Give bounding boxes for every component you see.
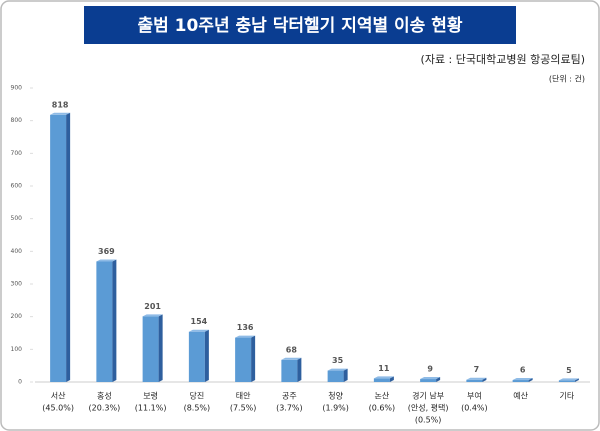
bar-top [142,314,163,317]
bar-side [343,368,348,382]
bar-side [251,335,256,382]
value-label: 35 [332,356,344,365]
chart-title: 출범 10주년 충남 닥터헬기 지역별 이송 현황 [137,16,462,36]
bar [327,370,344,382]
bar-side [389,376,394,382]
x-tick-label: (8.5%) [184,404,211,413]
y-tick-label: 200 [11,313,23,320]
x-tick-label: 보령 [143,392,158,401]
value-label: 6 [520,366,526,375]
unit: (단위 : 건) [549,74,585,84]
x-tick-label: 경기 남부 [412,391,444,401]
value-label: 136 [237,323,254,332]
bar-top [96,259,117,262]
bar-top [558,378,579,381]
x-tick-label: 청양 [328,392,343,401]
y-tick-label: 700 [11,150,23,157]
x-tick-label: (안성, 평택) [408,403,449,413]
bar [466,379,483,382]
value-label: 7 [474,365,480,374]
value-label: 369 [98,247,115,256]
bar-top [512,378,533,381]
bar [281,359,298,382]
bar [142,316,159,382]
bar [96,261,113,382]
x-tick-label: 공주 [282,392,297,401]
bar-top [235,335,256,338]
y-tick-label: 100 [11,346,23,353]
bar-side [112,259,117,382]
x-tick-label: (0.5%) [415,416,442,425]
bar-top [420,377,441,380]
value-label: 154 [191,317,208,326]
bar [188,331,205,382]
bar-top [188,329,209,332]
x-tick-label: (0.4%) [461,404,488,413]
bar-side [66,112,71,382]
bar-side [528,378,533,382]
bar [420,379,437,382]
x-tick-label: 홍성 [97,391,112,401]
bar-side [574,378,579,382]
x-tick-label: (20.3%) [89,404,121,413]
bar-side [482,377,487,382]
bar [512,380,529,382]
bar-top [50,112,71,115]
bar [50,114,67,382]
y-tick-label: 800 [11,117,23,124]
bar-side [204,329,209,382]
y-tick-label: 600 [11,183,23,190]
y-tick-label: 900 [11,85,23,92]
y-tick-label: 0 [18,379,22,386]
value-label: 818 [52,100,69,109]
value-label: 201 [144,302,161,311]
x-tick-label: 기타 [560,392,575,401]
source: (자료 : 단국대학교병원 항공의료팀) [421,53,585,66]
bar-side [297,357,302,382]
bar [373,378,390,382]
x-tick-label: (11.1%) [135,404,167,413]
x-tick-label: (0.6%) [369,404,396,413]
x-tick-label: 논산 [375,391,390,401]
x-tick-label: (1.9%) [322,404,349,413]
y-tick-label: 500 [11,215,23,222]
bar [558,380,575,382]
x-tick-label: 예산 [513,391,528,401]
bar-top [327,368,348,371]
bar-top [281,357,302,360]
y-tick-label: 300 [11,281,23,288]
bar-side [436,377,441,382]
x-tick-label: (7.5%) [230,404,257,413]
x-tick-label: 서산 [51,391,66,401]
value-label: 68 [286,345,298,354]
bar [235,337,252,382]
bar-top [373,376,394,379]
title-box [84,6,516,44]
value-label: 9 [427,365,433,374]
value-label: 5 [566,366,572,375]
x-tick-label: 당진 [190,391,205,401]
bar-top [466,377,487,380]
y-tick-label: 400 [11,248,23,255]
x-tick-label: (3.7%) [276,404,303,413]
x-tick-label: 부여 [467,391,482,401]
x-tick-label: (45.0%) [42,404,74,413]
x-tick-label: 태안 [236,391,251,401]
value-label: 11 [378,364,390,373]
bar-side [158,314,163,382]
